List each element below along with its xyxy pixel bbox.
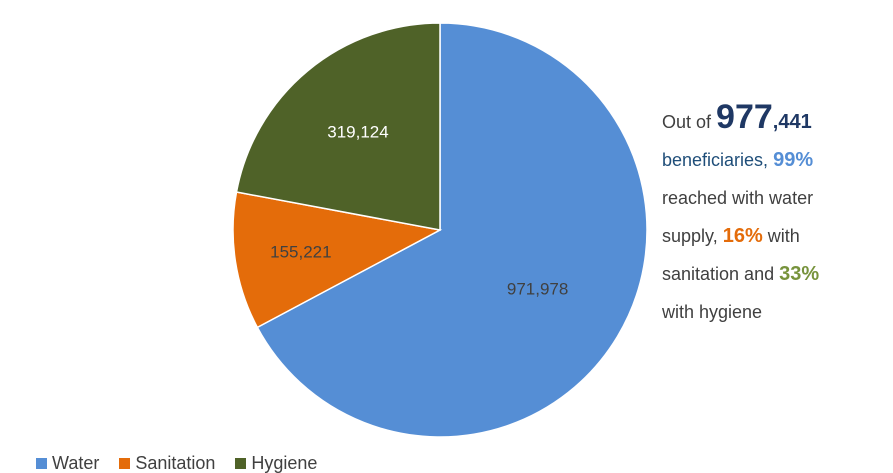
legend-item-hygiene: Hygiene [235,454,317,472]
legend-item-sanitation: Sanitation [119,454,215,472]
pie-slice-hygiene [235,22,441,231]
summary-line-6: with hygiene [662,302,763,322]
summary-sanitation-text: sanitation and [662,264,775,284]
data-label-water: 971,978 [507,280,568,299]
legend-label-sanitation: Sanitation [135,453,216,473]
summary-line-3: reached with water [662,188,814,208]
summary-total-big: 977 [716,98,773,136]
summary-text: Out of 977,441 beneficiaries, 99% reache… [662,98,890,331]
legend-label-water: Water [52,453,100,473]
summary-water-pct: 99% [773,149,814,171]
summary-supply: supply, [662,226,718,246]
pie-slice-sanitation [232,191,443,329]
summary-with: with [767,226,800,246]
legend-swatch-water [36,457,47,469]
legend-label-hygiene: Hygiene [251,453,318,473]
summary-sanitation-pct: 16% [722,225,763,247]
data-label-hygiene: 319,124 [327,122,388,141]
pie-slice-water [256,22,648,438]
chart-legend: Water Sanitation Hygiene [36,454,337,472]
summary-line-2: beneficiaries, 99% [662,141,890,179]
summary-total-rest: ,441 [772,111,812,133]
summary-line-1: Out of 977,441 [662,98,890,141]
legend-item-water: Water [36,454,99,472]
legend-swatch-sanitation [119,457,131,469]
summary-line-4: supply, 16% with [662,217,890,255]
summary-line-5: sanitation and 33% [662,255,890,293]
summary-prefix: Out of [662,112,717,132]
data-label-sanitation: 155,221 [270,242,331,261]
legend-swatch-hygiene [235,457,247,469]
summary-hygiene-pct: 33% [779,263,820,285]
summary-beneficiaries: beneficiaries, [662,150,769,170]
